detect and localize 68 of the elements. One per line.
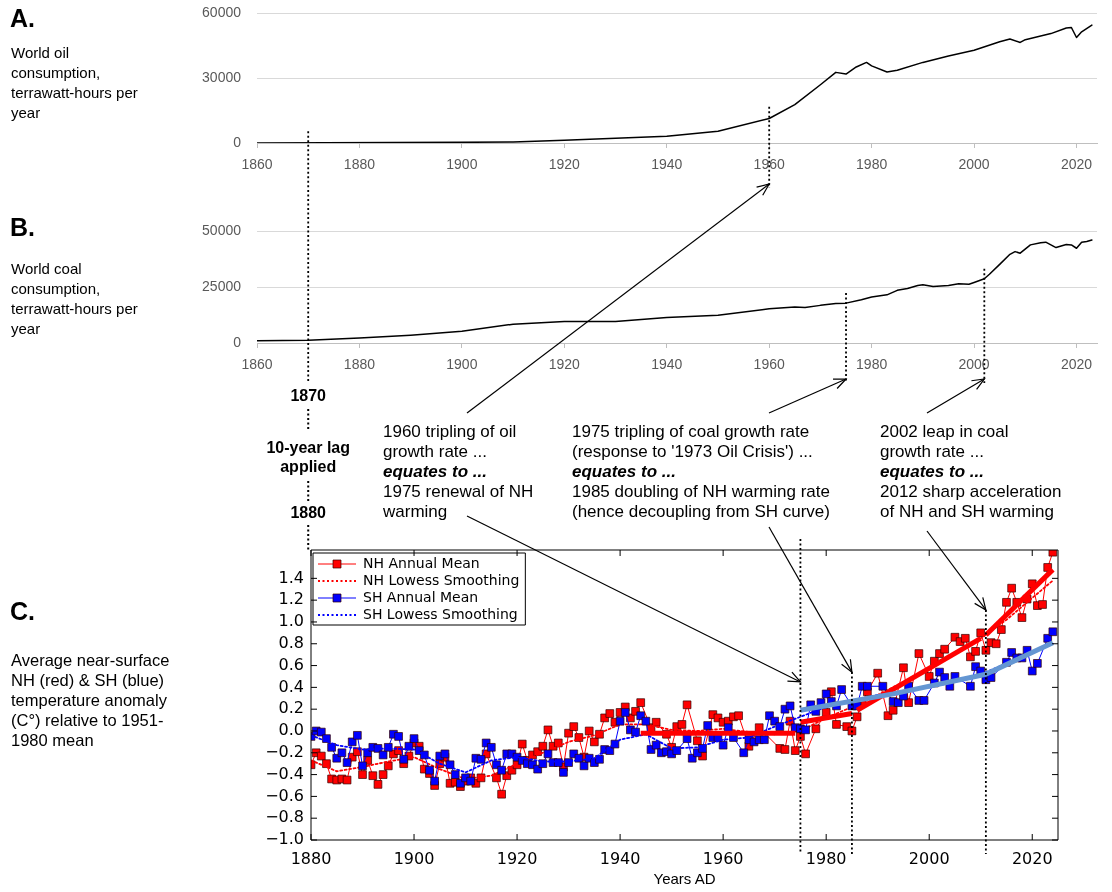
x-tick-label: 1960 bbox=[753, 156, 785, 173]
x-tick-label: 1860 bbox=[241, 356, 273, 373]
y-tick-label: 50000 bbox=[202, 221, 242, 238]
text: 1880 bbox=[289, 503, 327, 522]
text: A. bbox=[10, 4, 35, 32]
annotation: 1985 doubling of NH warming rate (hence decoupling from SH curve) bbox=[572, 482, 830, 522]
y-axis-title: World coal consumption, terrawatt-hours per year bbox=[11, 259, 139, 339]
x-tick-label: 1940 bbox=[599, 848, 641, 868]
y-tick-label: 0.8 bbox=[278, 632, 304, 652]
y-tick-label: −0.4 bbox=[265, 763, 304, 783]
x-tick-label: 1940 bbox=[651, 356, 683, 373]
x-tick-label: 2000 bbox=[908, 848, 950, 868]
y-tick-label: −0.2 bbox=[265, 741, 304, 761]
x-tick-label: 2020 bbox=[1060, 356, 1093, 373]
x-tick-label: 1980 bbox=[856, 356, 888, 373]
y-tick-label: 1.4 bbox=[278, 567, 304, 587]
x-tick-label: 1920 bbox=[548, 356, 581, 373]
text: 1975 tripling of coal growth rate (response to '1973 Oil Crisis') ... bbox=[572, 422, 814, 462]
x-tick-label: 2020 bbox=[1011, 848, 1053, 868]
x-tick-label: 1920 bbox=[496, 848, 538, 868]
y-tick-label: 1.0 bbox=[278, 611, 304, 631]
text: 10-year lag applied bbox=[265, 438, 351, 476]
x-tick-label: 1980 bbox=[856, 156, 888, 173]
text: 2002 leap in coal growth rate ... bbox=[880, 422, 1010, 462]
text: 1960 tripling of oil growth rate ... bbox=[383, 422, 518, 462]
x-tick-label: 2000 bbox=[958, 356, 990, 373]
text: B. bbox=[10, 213, 35, 241]
x-tick-label: 1900 bbox=[393, 848, 435, 868]
y-tick-label: 0.4 bbox=[278, 676, 304, 696]
y-tick-label: 0 bbox=[233, 133, 242, 150]
y-axis-title: World oil consumption, terrawatt-hours per year bbox=[11, 43, 139, 123]
y-axis-title: Average near-surface NH (red) & SH (blue) temperature anomaly (C°) relative to 1951-1980 mean bbox=[11, 650, 171, 750]
annotation: 1975 renewal of NH warming bbox=[383, 482, 534, 522]
x-tick-label: 2020 bbox=[1060, 156, 1093, 173]
y-tick-label: 25000 bbox=[202, 277, 242, 294]
x-tick-label: 1960 bbox=[753, 356, 785, 373]
legend-label: SH Lowess Smoothing bbox=[363, 605, 518, 622]
x-tick-label: 1880 bbox=[343, 356, 376, 373]
annotation: 2012 sharp acceleration of NH and SH warming bbox=[880, 482, 1062, 522]
text: equates to ... bbox=[383, 462, 488, 482]
text: equates to ... bbox=[880, 462, 985, 482]
text: equates to ... bbox=[572, 462, 677, 482]
text: C. bbox=[10, 597, 35, 625]
y-tick-label: −1.0 bbox=[265, 829, 304, 849]
x-tick-label: 1900 bbox=[446, 356, 478, 373]
legend-label: NH Annual Mean bbox=[363, 554, 480, 571]
x-tick-label: 1980 bbox=[805, 848, 847, 868]
x-tick-label: 2000 bbox=[958, 156, 990, 173]
legend-label: SH Annual Mean bbox=[363, 588, 479, 605]
y-tick-label: 0.2 bbox=[278, 698, 304, 718]
y-tick-label: 0 bbox=[233, 333, 242, 350]
x-tick-label: 1960 bbox=[702, 848, 744, 868]
y-tick-label: −0.8 bbox=[265, 807, 304, 827]
text: 1870 bbox=[289, 386, 327, 405]
x-tick-label: 1900 bbox=[446, 156, 478, 173]
y-tick-label: 1.2 bbox=[278, 589, 304, 609]
x-tick-label: 1940 bbox=[651, 156, 683, 173]
x-tick-label: 1920 bbox=[548, 156, 581, 173]
y-tick-label: 0.6 bbox=[278, 654, 304, 674]
x-tick-label: 1860 bbox=[241, 156, 273, 173]
x-axis-title: Years AD bbox=[653, 870, 716, 888]
x-tick-label: 1880 bbox=[343, 156, 376, 173]
y-tick-label: −0.6 bbox=[265, 785, 304, 805]
x-tick-label: 1880 bbox=[290, 848, 332, 868]
y-tick-label: 30000 bbox=[202, 68, 242, 85]
y-tick-label: 0.0 bbox=[278, 720, 304, 740]
legend-label: NH Lowess Smoothing bbox=[363, 571, 520, 588]
y-tick-label: 60000 bbox=[202, 3, 242, 20]
